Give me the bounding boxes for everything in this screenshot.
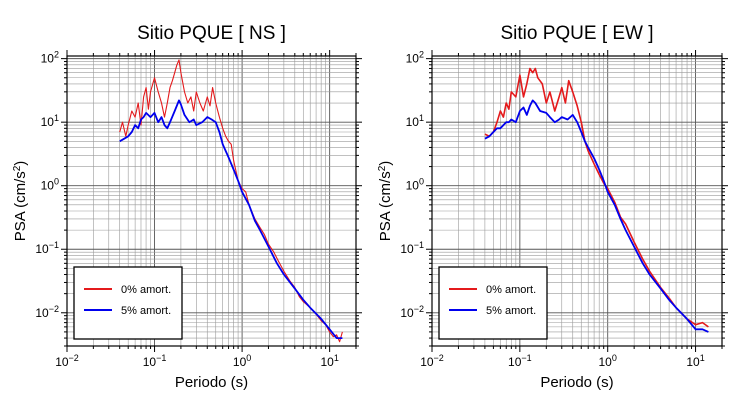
grid <box>66 56 357 347</box>
x-axis-label: Periodo (s) <box>175 374 248 391</box>
y-tick-label: 101 <box>41 113 59 129</box>
y-tick-label: 10−2 <box>35 304 59 320</box>
legend-label: 0% amort. <box>486 284 536 296</box>
chart-panel-1: 10−2 10−1 100 101 10−2 10−1 100 101 102 Sitio PQU… <box>12 23 362 391</box>
y-tick-label: 10−1 <box>400 240 424 256</box>
legend: 0% amort. 5% amort. <box>438 266 548 340</box>
y-axis-label: PSA (cm/s2) <box>12 161 29 242</box>
legend-box <box>73 266 183 340</box>
series-group <box>119 59 343 343</box>
chart-title: Sitio PQUE [ EW ] <box>500 23 653 44</box>
series-line-damped <box>484 99 709 333</box>
y-axis-label: PSA (cm/s2) <box>377 161 394 242</box>
y-tick-label: 100 <box>41 177 59 193</box>
y-tick-label: 100 <box>406 177 424 193</box>
plot-frame <box>431 55 723 347</box>
legend-label: 0% amort. <box>121 284 171 296</box>
y-tick-label: 101 <box>406 113 424 129</box>
chart-title: Sitio PQUE [ NS ] <box>137 23 286 44</box>
tick-marks <box>61 50 362 352</box>
x-tick-label: 10−2 <box>55 353 79 369</box>
chart-panel-2: 10−2 10−1 100 101 10−2 10−1 100 101 102 Sitio PQU… <box>377 23 728 391</box>
x-tick-label: 10−1 <box>143 353 167 369</box>
x-tick-label: 10−1 <box>508 353 532 369</box>
y-tick-label: 10−1 <box>35 240 59 256</box>
legend-box <box>438 266 548 340</box>
tick-marks <box>426 50 728 352</box>
legend: 0% amort. 5% amort. <box>73 266 183 340</box>
y-tick-label: 102 <box>41 50 59 66</box>
series-group <box>484 67 709 333</box>
plot-frame <box>66 55 357 347</box>
legend-label: 5% amort. <box>486 305 536 317</box>
x-tick-label: 100 <box>599 353 617 369</box>
x-tick-label: 101 <box>320 353 338 369</box>
legend-label: 5% amort. <box>121 305 171 317</box>
y-tick-label: 102 <box>406 50 424 66</box>
x-axis-label: Periodo (s) <box>540 374 613 391</box>
y-tick-label: 10−2 <box>400 304 424 320</box>
series-line-damped <box>119 99 343 340</box>
series-line-undamped <box>484 67 709 328</box>
x-tick-label: 101 <box>686 353 704 369</box>
x-tick-label: 10−2 <box>420 353 444 369</box>
x-tick-label: 100 <box>233 353 251 369</box>
